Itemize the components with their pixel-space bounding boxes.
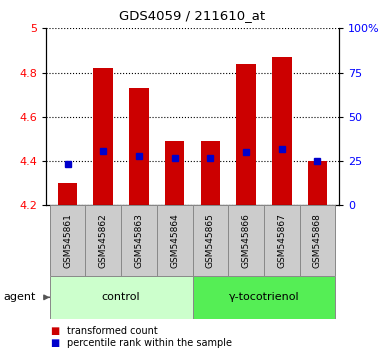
Bar — [50, 205, 85, 276]
Text: transformed count: transformed count — [67, 326, 158, 336]
Bar — [308, 161, 327, 205]
Bar — [50, 276, 192, 319]
Text: ■: ■ — [50, 338, 59, 348]
Bar — [264, 205, 300, 276]
Bar — [165, 141, 184, 205]
Bar — [121, 205, 157, 276]
Text: GSM545861: GSM545861 — [63, 213, 72, 268]
Text: γ-tocotrienol: γ-tocotrienol — [229, 292, 299, 302]
Text: GSM545862: GSM545862 — [99, 213, 108, 268]
Text: GSM545864: GSM545864 — [170, 213, 179, 268]
Text: GDS4059 / 211610_at: GDS4059 / 211610_at — [119, 9, 266, 22]
Text: GSM545866: GSM545866 — [241, 213, 251, 268]
Text: percentile rank within the sample: percentile rank within the sample — [67, 338, 233, 348]
Bar — [192, 205, 228, 276]
Bar — [201, 141, 220, 205]
Text: control: control — [102, 292, 141, 302]
Bar — [85, 205, 121, 276]
Text: ■: ■ — [50, 326, 59, 336]
Bar — [129, 88, 149, 205]
Text: agent: agent — [4, 292, 36, 302]
Text: GSM545868: GSM545868 — [313, 213, 322, 268]
Bar — [192, 276, 335, 319]
Bar — [94, 68, 113, 205]
Bar — [58, 183, 77, 205]
Bar — [236, 64, 256, 205]
Bar — [157, 205, 192, 276]
Bar — [272, 57, 291, 205]
Text: GSM545867: GSM545867 — [277, 213, 286, 268]
Bar — [300, 205, 335, 276]
Text: GSM545863: GSM545863 — [134, 213, 144, 268]
Text: GSM545865: GSM545865 — [206, 213, 215, 268]
Bar — [228, 205, 264, 276]
